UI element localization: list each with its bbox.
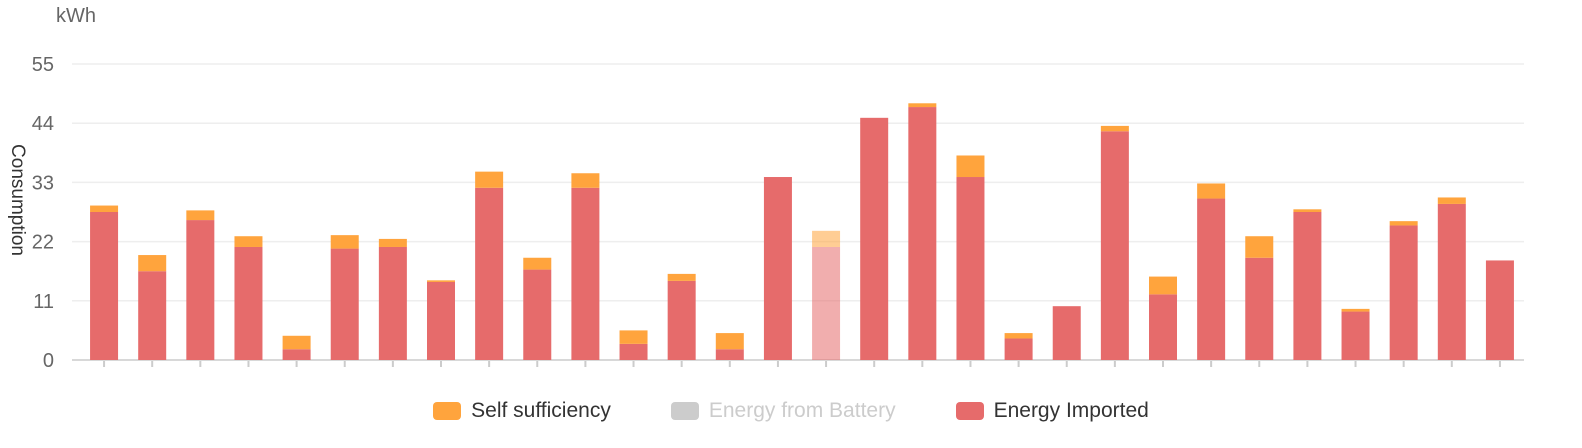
bar-self-sufficiency[interactable] [90,205,119,212]
bar-energy-imported[interactable] [330,248,359,360]
y-tick-label: 55 [32,54,54,76]
bar-energy-imported[interactable] [812,246,841,360]
y-tick-label: 11 [33,291,54,313]
bar-energy-imported[interactable] [378,246,407,360]
bar-self-sufficiency[interactable] [1197,183,1226,199]
legend-item-energy-from-battery[interactable]: Energy from Battery [670,399,896,423]
bar-energy-imported[interactable] [571,187,600,360]
bar-self-sufficiency[interactable] [475,171,504,188]
legend: Self sufficiency Energy from Battery Ene… [0,396,1582,426]
bar-self-sufficiency[interactable] [715,333,744,350]
grid-lines [72,63,1524,361]
bar-energy-imported[interactable] [908,107,937,361]
legend-swatch [955,402,984,420]
legend-label: Energy from Battery [708,399,896,422]
bar-energy-imported[interactable] [956,177,985,360]
bar-self-sufficiency[interactable] [571,173,600,188]
legend-item-self-sufficiency[interactable]: Self sufficiency [433,399,611,423]
bar-energy-imported[interactable] [1100,131,1129,360]
bar-self-sufficiency[interactable] [378,238,407,247]
bar-energy-imported[interactable] [1052,306,1081,360]
bar-self-sufficiency[interactable] [1389,221,1418,226]
legend-swatch [433,402,462,420]
bar-energy-imported[interactable] [1293,212,1322,360]
bar-energy-imported[interactable] [1389,225,1418,360]
bar-energy-imported[interactable] [1197,198,1226,360]
bar-energy-imported[interactable] [1245,257,1274,360]
bar-energy-imported[interactable] [186,220,215,360]
y-tick-label: 0 [43,350,54,372]
bar-self-sufficiency[interactable] [1341,308,1370,312]
bar-energy-imported[interactable] [667,280,696,360]
bar-self-sufficiency[interactable] [186,210,215,221]
bar-self-sufficiency[interactable] [234,236,263,247]
bar-self-sufficiency[interactable] [427,280,455,282]
bar-energy-imported[interactable] [715,349,744,360]
y-tick-labels: 0 11 22 33 44 55 [32,54,54,372]
bars[interactable] [90,103,1514,361]
bar-energy-imported[interactable] [90,212,119,360]
y-tick-label: 33 [32,172,54,194]
y-tick-label: 22 [32,232,54,254]
bar-self-sufficiency[interactable] [330,235,359,249]
legend-label: Energy Imported [993,399,1149,422]
bar-energy-imported[interactable] [138,271,167,360]
bar-self-sufficiency[interactable] [1100,125,1129,132]
bar-self-sufficiency[interactable] [1437,197,1466,204]
bar-self-sufficiency[interactable] [1004,333,1033,339]
x-axis [103,361,1501,367]
bar-self-sufficiency[interactable] [812,230,841,247]
bar-energy-imported[interactable] [860,117,889,361]
legend-label: Self sufficiency [471,399,611,422]
bar-self-sufficiency[interactable] [138,255,167,272]
bar-self-sufficiency[interactable] [956,155,985,178]
bar-self-sufficiency[interactable] [282,335,311,350]
y-axis-unit: kWh [56,5,96,27]
y-tick-label: 44 [32,113,54,135]
bar-self-sufficiency[interactable] [1293,209,1322,212]
bar-energy-imported[interactable] [763,177,792,360]
legend-swatch [670,402,699,420]
bar-energy-imported[interactable] [1341,311,1370,360]
bar-energy-imported[interactable] [234,246,263,360]
bar-self-sufficiency[interactable] [523,257,552,270]
bar-energy-imported[interactable] [1485,260,1514,360]
bar-self-sufficiency[interactable] [1149,276,1177,295]
bar-energy-imported[interactable] [523,269,552,360]
bar-energy-imported[interactable] [475,187,504,360]
bar-self-sufficiency[interactable] [667,273,696,281]
bar-self-sufficiency[interactable] [619,330,648,344]
bar-energy-imported[interactable] [427,281,455,360]
bar-energy-imported[interactable] [1004,338,1033,360]
bar-energy-imported[interactable] [282,349,311,360]
legend-item-energy-imported[interactable]: Energy Imported [955,399,1149,423]
bar-self-sufficiency[interactable] [1245,236,1274,258]
bar-energy-imported[interactable] [1149,294,1177,360]
bar-energy-imported[interactable] [619,343,648,360]
y-axis-title: Consumption [7,144,28,256]
bar-self-sufficiency[interactable] [908,103,937,108]
bar-energy-imported[interactable] [1437,203,1466,360]
